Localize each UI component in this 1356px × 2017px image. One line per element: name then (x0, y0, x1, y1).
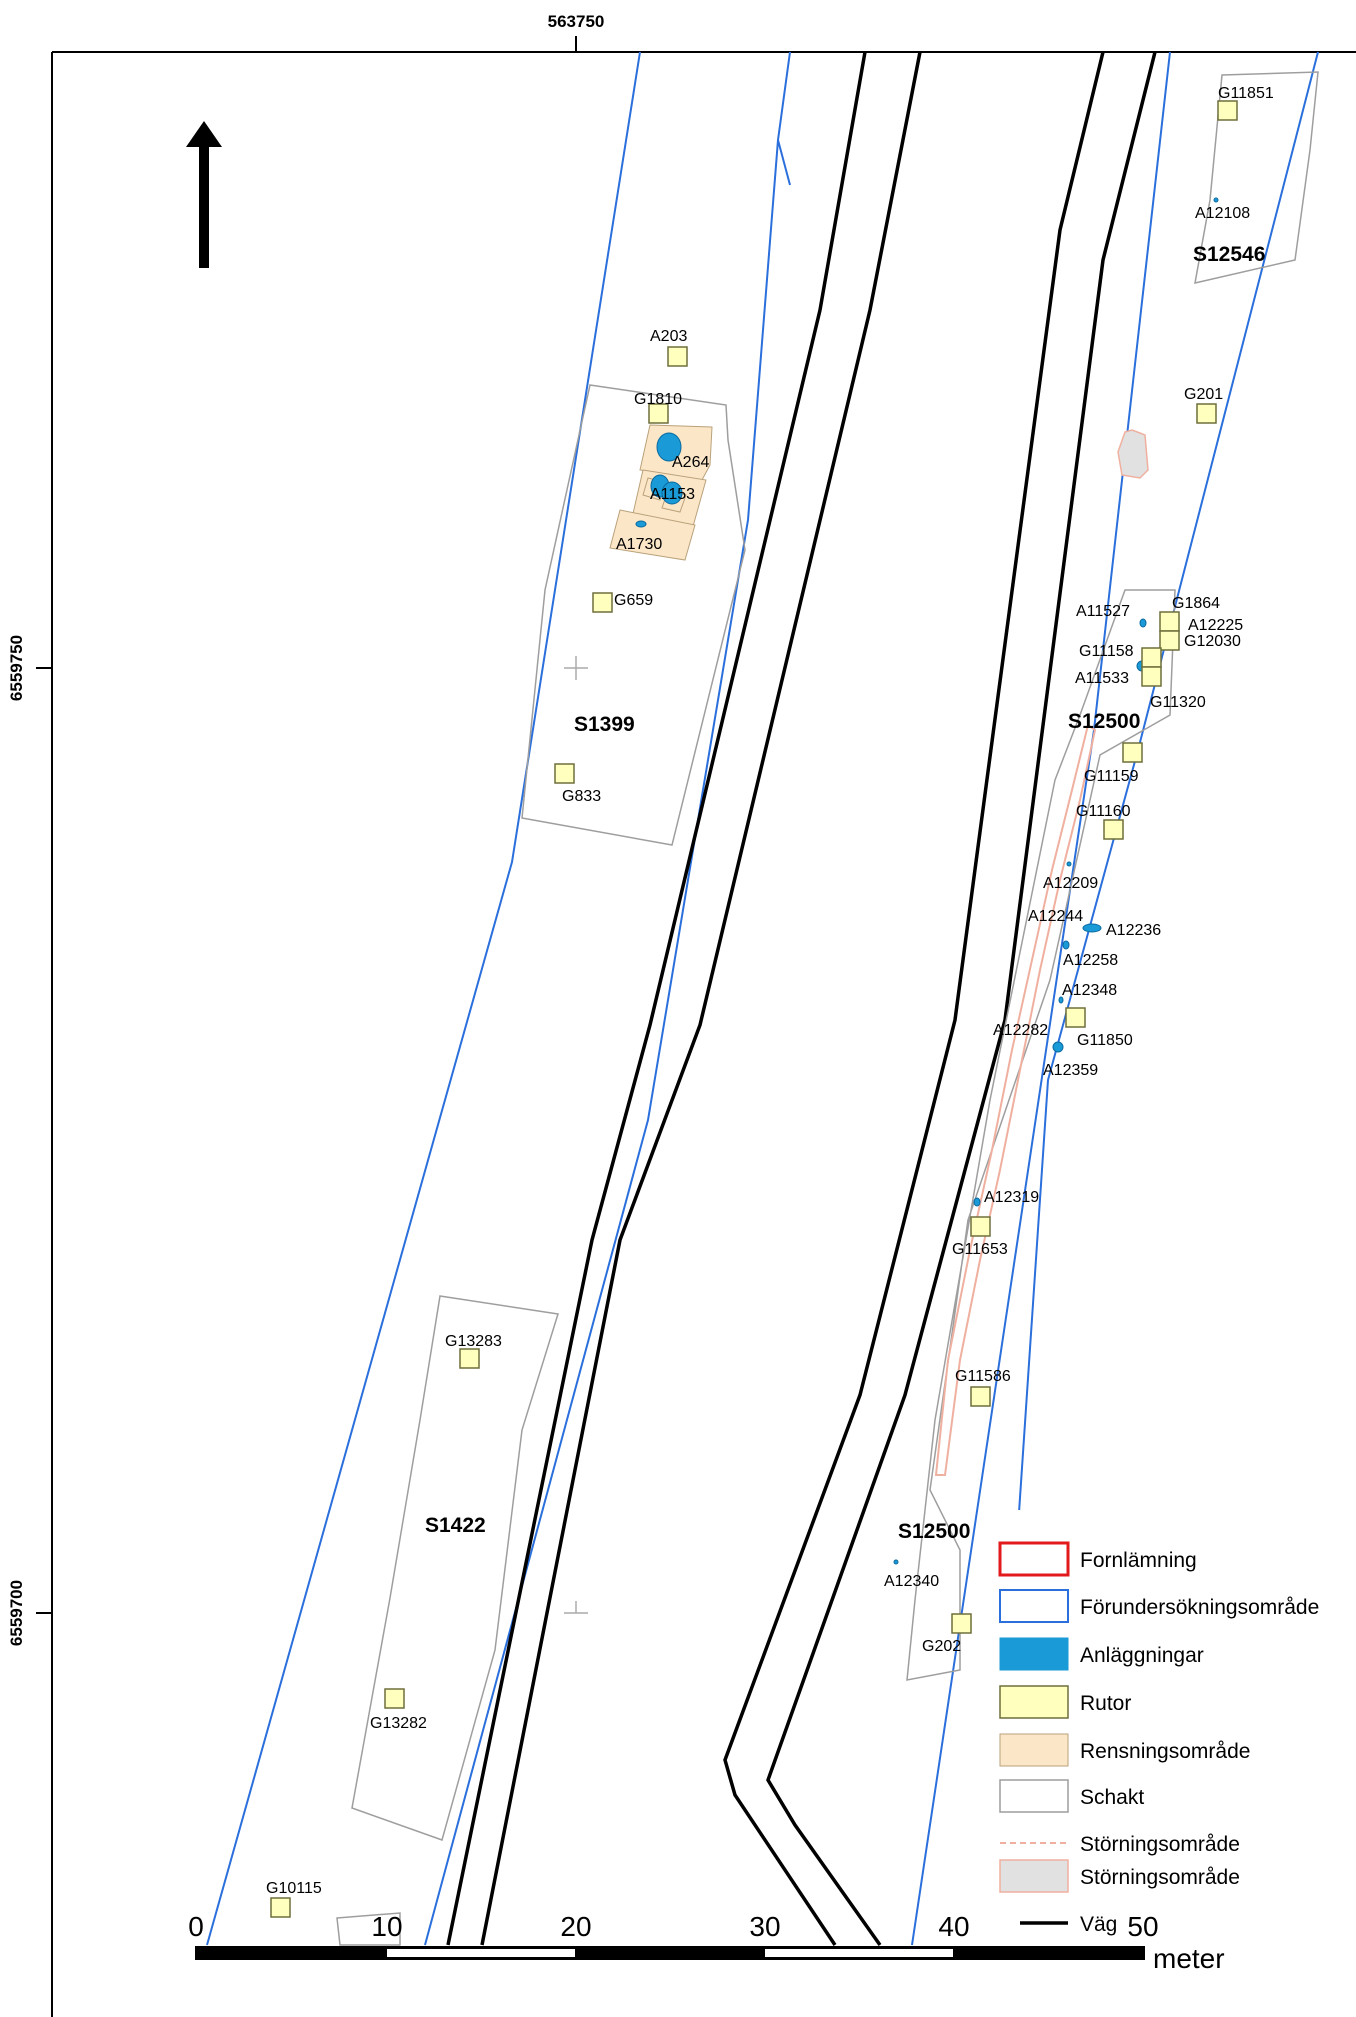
legend-swatch-forundersokning (999, 1589, 1069, 1623)
feature-label: G13283 (445, 1333, 502, 1350)
feature-label: A203 (650, 328, 687, 345)
legend-label-storning-line: Störningsområde (1080, 1833, 1240, 1856)
northing-label-upper: 6559750 (7, 635, 26, 701)
rutor (270, 100, 1238, 1918)
feature-label: G11320 (1150, 694, 1206, 711)
legend-label-anlaggningar: Anläggningar (1080, 1644, 1204, 1667)
feature-label: G201 (1184, 386, 1223, 403)
scale-tick-40: 40 (938, 1911, 969, 1942)
feature-label: A1153 (650, 486, 695, 503)
legend-swatch-schakt (999, 1779, 1069, 1813)
feature-label: A12108 (1195, 205, 1250, 222)
legend-label-rensning: Rensningsområde (1080, 1740, 1250, 1763)
easting-label: 563750 (548, 12, 605, 31)
road-lines (446, 51, 1157, 1947)
legend-label-storning-fill: Störningsområde (1080, 1866, 1240, 1889)
area-label-s1399: S1399 (574, 713, 635, 736)
feature-label: G11850 (1077, 1032, 1133, 1049)
feature-label: G11653 (952, 1241, 1008, 1258)
feature-label: A12236 (1106, 922, 1161, 939)
legend-label-rutor: Rutor (1080, 1692, 1131, 1715)
feature-label: A264 (672, 454, 709, 471)
legend-swatch-rensning (999, 1733, 1069, 1767)
feature-label: A12209 (1043, 875, 1098, 892)
feature-label: A12348 (1062, 982, 1117, 999)
feature-label: A11533 (1075, 670, 1129, 687)
feature-label: G11160 (1076, 803, 1131, 820)
feature-label: A12359 (1043, 1062, 1098, 1079)
storning-areas (934, 429, 1149, 1476)
scale-tick-30: 30 (749, 1911, 780, 1942)
feature-label: G659 (614, 592, 653, 609)
feature-label: A1730 (616, 536, 662, 553)
map-frame (36, 36, 1356, 2017)
grid-cross (564, 656, 588, 1614)
feature-label: G11159 (1084, 768, 1139, 785)
legend-label-schakt: Schakt (1080, 1786, 1144, 1809)
legend-label-forundersokning: Förundersökningsområde (1080, 1596, 1319, 1619)
scale-tick-0: 0 (188, 1911, 204, 1942)
feature-label: G10115 (266, 1880, 322, 1897)
area-label-s12500-lower: S12500 (898, 1520, 970, 1543)
north-arrow-icon (186, 121, 222, 268)
area-label-s12546: S12546 (1193, 243, 1265, 266)
northing-label-lower: 6559700 (7, 1580, 26, 1646)
legend-label-fornlamning: Fornlämning (1080, 1549, 1197, 1572)
feature-label: G11158 (1079, 643, 1134, 660)
feature-label: G1810 (634, 391, 682, 408)
scale-unit: meter (1153, 1943, 1225, 1974)
area-label-s12500-upper: S12500 (1068, 710, 1140, 733)
feature-label: A12340 (884, 1573, 939, 1590)
scale-tick-20: 20 (560, 1911, 591, 1942)
feature-label: G1864 (1172, 595, 1220, 612)
feature-labels: A203 G1810 A264 A1153 A1730 G659 G833 G1… (266, 85, 1274, 1897)
feature-label: G202 (922, 1638, 961, 1655)
feature-label: A12244 (1028, 908, 1083, 925)
scale-tick-10: 10 (371, 1911, 402, 1942)
feature-label: G11586 (955, 1368, 1011, 1385)
feature-label: G13282 (370, 1715, 427, 1732)
feature-label: G833 (562, 788, 601, 805)
legend-swatch-storning-fill (999, 1859, 1069, 1893)
feature-label: A11527 (1076, 603, 1130, 620)
scale-tick-50: 50 (1127, 1911, 1158, 1942)
feature-label: G11851 (1218, 85, 1274, 102)
legend-label-vag: Väg (1080, 1913, 1117, 1936)
legend-swatch-fornlamning (998, 1541, 1070, 1577)
feature-label: A12258 (1063, 952, 1118, 969)
legend-swatch-anlaggningar (999, 1637, 1069, 1671)
feature-label: A12319 (984, 1189, 1039, 1206)
area-label-s1422: S1422 (425, 1514, 486, 1537)
feature-label: A12282 (993, 1022, 1048, 1039)
schakt-polygons (336, 71, 1319, 1946)
feature-label: A12225 (1188, 617, 1243, 634)
legend: Fornlämning Förundersökningsområde Anläg… (985, 1510, 1356, 1950)
legend-swatch-rutor (999, 1685, 1069, 1719)
feature-label: G12030 (1184, 633, 1241, 650)
scale-bar: 0 10 20 30 40 50 meter (188, 1911, 1224, 1974)
